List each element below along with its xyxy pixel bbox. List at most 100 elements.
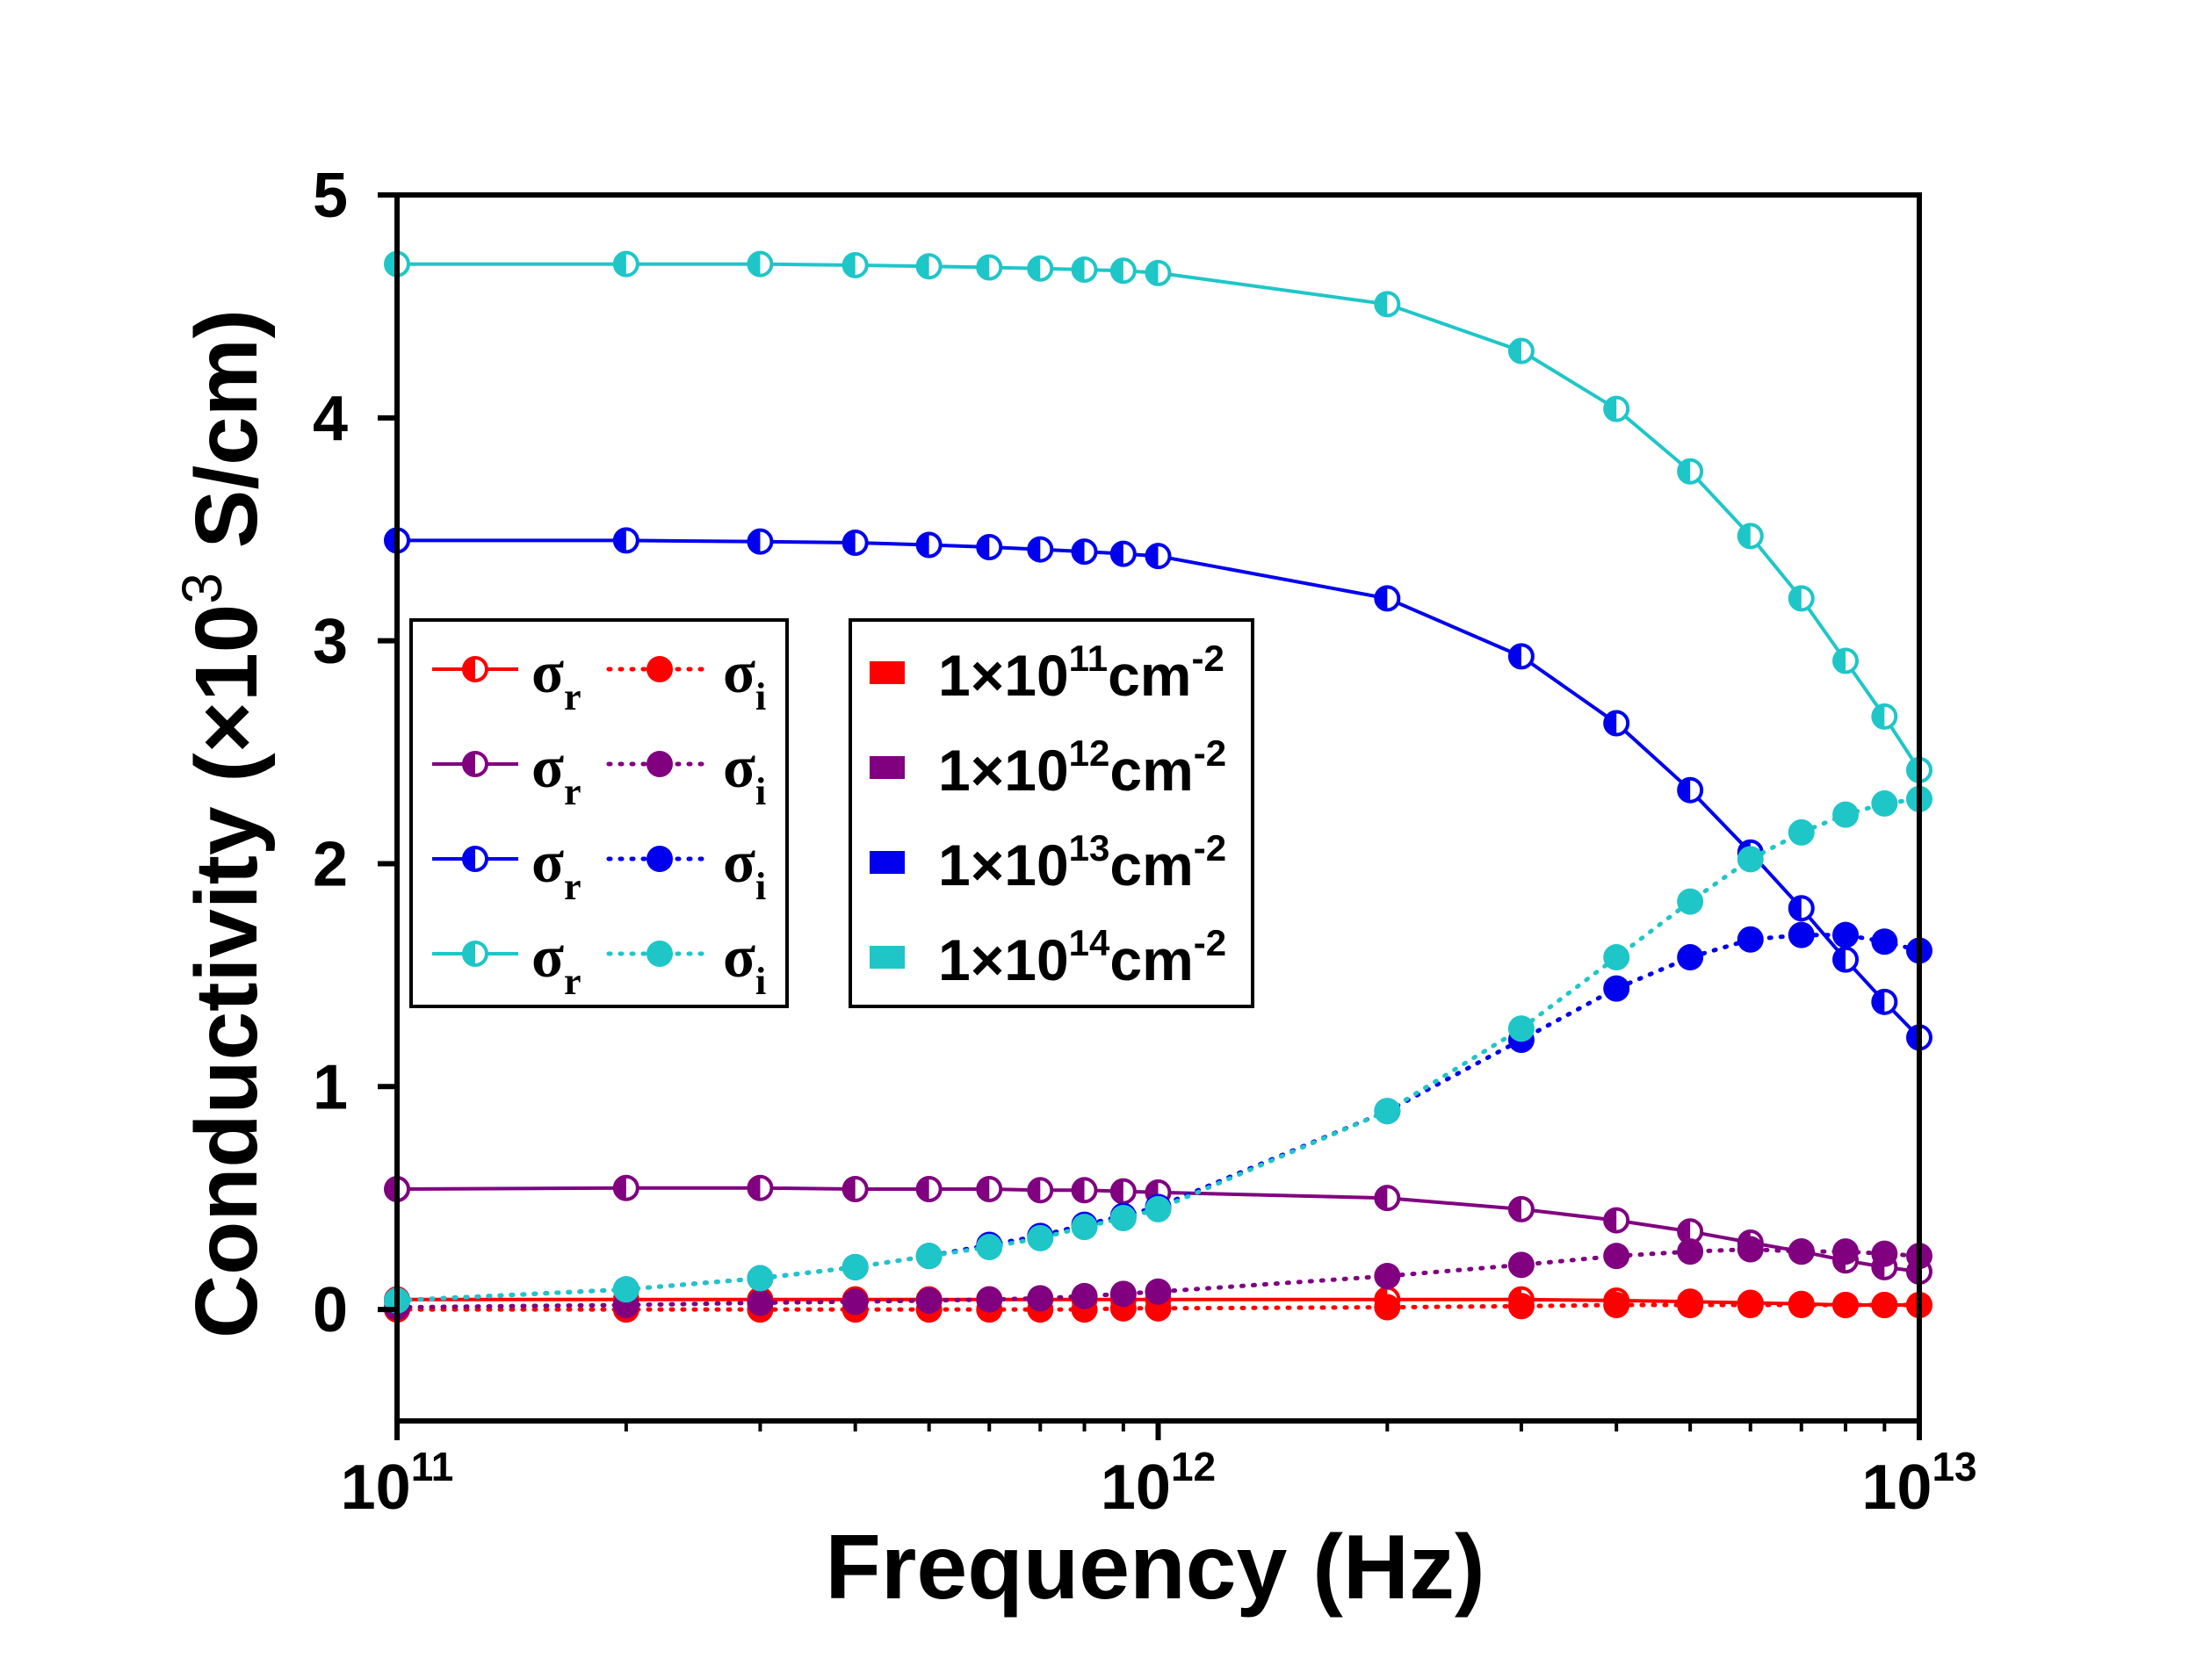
point-r13-1 bbox=[612, 527, 639, 554]
point-i14-16 bbox=[1832, 801, 1860, 828]
point-i12-4 bbox=[915, 1287, 943, 1314]
point-r13-8 bbox=[1109, 540, 1137, 567]
legend-real-label: σr bbox=[531, 828, 582, 908]
legend-style-row-0: σr σi bbox=[432, 638, 766, 718]
point-i14-8 bbox=[1109, 1205, 1137, 1232]
y-tick-label-0: 0 bbox=[313, 1275, 348, 1345]
y-axis: 0 1 2 3 4 5 bbox=[313, 161, 397, 1345]
point-i13-15 bbox=[1788, 921, 1815, 948]
legend-density-swatch-1e11 bbox=[870, 661, 905, 684]
point-i11-10 bbox=[1374, 1294, 1401, 1321]
point-r13-12 bbox=[1603, 710, 1630, 737]
point-i11-13 bbox=[1677, 1292, 1704, 1319]
point-r13-7 bbox=[1071, 538, 1098, 566]
x-tick-label-0: 1011 bbox=[341, 1444, 454, 1523]
legend-style-row-3: σr σi bbox=[432, 923, 766, 1003]
x-tick-label-2: 1013 bbox=[1861, 1444, 1976, 1523]
point-i14-5 bbox=[976, 1234, 1003, 1261]
legend-imag-label: σi bbox=[723, 638, 766, 718]
legend-style-row-1: σr σi bbox=[432, 733, 766, 813]
point-r13-10 bbox=[1374, 585, 1401, 612]
point-r13-4 bbox=[915, 531, 943, 559]
legend-imag-marker bbox=[647, 751, 673, 777]
point-r14-15 bbox=[1788, 585, 1815, 612]
point-r14-1 bbox=[612, 250, 639, 278]
point-r14-7 bbox=[1071, 256, 1098, 284]
legend-density-row-3: 1×1014cm-2 bbox=[870, 922, 1226, 992]
point-i14-12 bbox=[1603, 944, 1630, 971]
legend-density-row-2: 1×1013cm-2 bbox=[870, 827, 1226, 898]
y-tick-label-4: 4 bbox=[313, 384, 348, 454]
point-r13-15 bbox=[1788, 895, 1815, 922]
legend-density-swatch-1e12 bbox=[870, 756, 905, 779]
point-r12-12 bbox=[1603, 1207, 1630, 1234]
point-i12-6 bbox=[1027, 1285, 1054, 1312]
point-i13-12 bbox=[1603, 975, 1630, 1002]
point-i14-9 bbox=[1145, 1195, 1172, 1222]
point-i13-14 bbox=[1737, 926, 1764, 953]
legend-density-label-1e11: 1×1011cm-2 bbox=[938, 638, 1224, 708]
legend-imag-label: σi bbox=[723, 733, 766, 813]
x-axis: 1011 1012 1013 bbox=[341, 1421, 1977, 1523]
legend-real-marker bbox=[462, 656, 488, 682]
point-i14-17 bbox=[1871, 790, 1898, 817]
legend-imag-marker bbox=[647, 941, 673, 967]
point-i14-10 bbox=[1374, 1098, 1401, 1125]
point-i14-14 bbox=[1737, 846, 1764, 873]
point-i14-15 bbox=[1788, 818, 1815, 846]
point-i13-17 bbox=[1871, 928, 1898, 955]
legend-real-marker bbox=[462, 846, 488, 872]
legend-density-label-1e14: 1×1014cm-2 bbox=[938, 922, 1226, 992]
series-r14 bbox=[384, 250, 1932, 783]
point-i11-15 bbox=[1788, 1292, 1815, 1319]
point-i12-13 bbox=[1677, 1238, 1704, 1265]
legend-doping-density: 1×1011cm-2 1×1012cm-2 1×1013cm-2 1×1014cm-2 bbox=[849, 618, 1254, 1008]
point-r12-2 bbox=[747, 1174, 774, 1201]
legend-density-box bbox=[849, 618, 1254, 1008]
point-r12-10 bbox=[1374, 1185, 1401, 1212]
point-r14-13 bbox=[1677, 458, 1704, 485]
point-r12-11 bbox=[1507, 1195, 1535, 1222]
legend-style-row-2: σr σi bbox=[432, 828, 766, 908]
point-r12-5 bbox=[976, 1176, 1003, 1203]
point-i11-12 bbox=[1603, 1292, 1630, 1319]
legend-density-row-0: 1×1011cm-2 bbox=[870, 638, 1224, 708]
point-r13-9 bbox=[1145, 543, 1172, 570]
point-r14-3 bbox=[842, 251, 869, 278]
legend-real-label: σr bbox=[531, 733, 582, 813]
point-r14-14 bbox=[1737, 523, 1764, 550]
legend-real-label: σr bbox=[531, 923, 582, 1003]
legend-imag-marker bbox=[647, 846, 673, 872]
legend-imag-label: σi bbox=[723, 923, 766, 1003]
legend-density-label-1e12: 1×1012cm-2 bbox=[938, 732, 1226, 803]
point-r14-9 bbox=[1145, 259, 1172, 286]
point-i12-12 bbox=[1603, 1243, 1630, 1270]
point-i12-14 bbox=[1737, 1236, 1764, 1263]
point-r12-6 bbox=[1027, 1177, 1054, 1204]
y-tick-label-5: 5 bbox=[313, 161, 348, 231]
point-i12-15 bbox=[1788, 1238, 1815, 1265]
point-i12-7 bbox=[1071, 1282, 1098, 1309]
point-r13-16 bbox=[1832, 946, 1860, 973]
y-axis-title: Conductivity (×103 S/cm) bbox=[170, 309, 276, 1338]
point-i12-9 bbox=[1145, 1278, 1172, 1305]
series-r13 bbox=[384, 527, 1932, 1051]
y-tick-label-3: 3 bbox=[313, 607, 348, 677]
point-i14-13 bbox=[1677, 888, 1704, 915]
legend-real-marker bbox=[462, 751, 488, 777]
point-i12-16 bbox=[1832, 1238, 1860, 1265]
point-i13-13 bbox=[1677, 944, 1704, 971]
point-r12-7 bbox=[1071, 1177, 1098, 1204]
point-r12-3 bbox=[842, 1176, 869, 1203]
x-tick-label-1: 1012 bbox=[1101, 1444, 1216, 1523]
legend-real-label: σr bbox=[531, 638, 582, 718]
point-i12-5 bbox=[976, 1286, 1003, 1313]
legend-density-swatch-1e14 bbox=[870, 946, 905, 969]
point-r14-2 bbox=[747, 250, 774, 278]
legend-density-label-1e13: 1×1013cm-2 bbox=[938, 827, 1226, 898]
legend-density-row-1: 1×1012cm-2 bbox=[870, 732, 1226, 803]
legend-imag-marker bbox=[647, 656, 673, 682]
axis-labels: Frequency (Hz) Conductivity (×103 S/cm) bbox=[170, 309, 1485, 1619]
x-axis-title: Frequency (Hz) bbox=[825, 1517, 1484, 1619]
